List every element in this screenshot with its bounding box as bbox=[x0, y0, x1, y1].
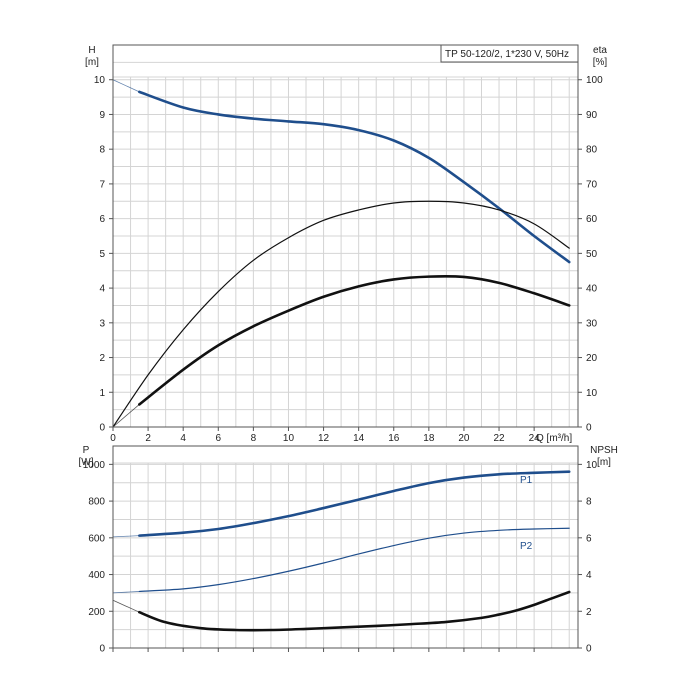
y-right-tick-label: 60 bbox=[586, 214, 598, 225]
head-efficiency-frame bbox=[112, 44, 579, 428]
y-right-tick-label: 0 bbox=[586, 423, 592, 434]
x-tick-label: 6 bbox=[216, 433, 222, 444]
title-box-border bbox=[440, 44, 579, 63]
y-left-tick-label: 8 bbox=[99, 145, 105, 156]
power-tick-label: 1000 bbox=[83, 460, 106, 471]
x-tick-label: 4 bbox=[180, 433, 186, 444]
efficiency-curve-thick bbox=[138, 274, 571, 406]
chart-title-box: TP 50-120/2, 1*230 V, 50Hz bbox=[440, 44, 579, 63]
power-tick-label: 600 bbox=[88, 533, 105, 544]
head-efficiency-axis-ticks: 0 2 4 6 8 10 12 14 16 18 20 22 240123456789100102030… bbox=[94, 75, 603, 444]
y-right-tick-label: 10 bbox=[586, 388, 598, 399]
npsh-tick-label: 2 bbox=[586, 607, 592, 618]
power-npsh-axis-ticks: 0 200 400 600 800 1000 0 2 4 6 8 10 bbox=[83, 460, 598, 655]
chart-title: TP 50-120/2, 1*230 V, 50Hz bbox=[445, 49, 569, 60]
x-tick-label: 14 bbox=[353, 433, 365, 444]
y-right-tick-label: 30 bbox=[586, 318, 598, 329]
power-npsh-series bbox=[112, 470, 571, 632]
y-right-tick-label: 90 bbox=[586, 110, 598, 121]
y-left-tick-label: 4 bbox=[99, 284, 105, 295]
y-left-tick-label: 2 bbox=[99, 353, 105, 364]
npsh-curve-extension bbox=[112, 599, 140, 613]
p1-series-label: P1 bbox=[520, 475, 533, 486]
head-curve bbox=[138, 90, 571, 264]
npsh-curve bbox=[138, 590, 571, 632]
y-right-tick-label: 20 bbox=[586, 353, 598, 364]
y-left-tick-label: 10 bbox=[94, 75, 106, 86]
y-left-tick-label: 5 bbox=[99, 249, 105, 260]
power-tick-label: 0 bbox=[99, 644, 105, 655]
head-curve-extension bbox=[112, 79, 140, 93]
npsh-tick-label: 8 bbox=[586, 497, 592, 508]
y-right-tick-label: 40 bbox=[586, 284, 598, 295]
npsh-tick-label: 6 bbox=[586, 533, 592, 544]
y-left-tick-label: 1 bbox=[99, 388, 105, 399]
head-efficiency-series bbox=[112, 79, 571, 428]
x-tick-label: 8 bbox=[251, 433, 257, 444]
npsh-tick-label: 0 bbox=[586, 644, 592, 655]
x-axis-label: Q [m³/h] bbox=[536, 433, 572, 444]
y-axis-right-unit: [%] bbox=[593, 57, 608, 68]
power-tick-label: 400 bbox=[88, 570, 105, 581]
power-npsh-grid bbox=[113, 462, 578, 648]
x-tick-label: 16 bbox=[388, 433, 400, 444]
efficiency-curve-thick-extension bbox=[112, 404, 140, 428]
power-axis-unit: [W] bbox=[79, 457, 94, 468]
x-tick-label: 22 bbox=[493, 433, 505, 444]
x-tick-label: 12 bbox=[318, 433, 330, 444]
y-left-tick-label: 0 bbox=[99, 423, 105, 434]
p2-series-label: P2 bbox=[520, 541, 533, 552]
x-tick-label: 0 bbox=[110, 433, 116, 444]
y-left-tick-label: 6 bbox=[99, 214, 105, 225]
power-tick-label: 800 bbox=[88, 497, 105, 508]
p2-curve-extension bbox=[112, 591, 140, 594]
power-tick-label: 200 bbox=[88, 607, 105, 618]
x-tick-label: 24 bbox=[529, 433, 541, 444]
p1-curve-extension bbox=[112, 535, 140, 538]
x-tick-label: 18 bbox=[423, 433, 435, 444]
npsh-tick-label: 4 bbox=[586, 570, 592, 581]
x-tick-label: 20 bbox=[458, 433, 470, 444]
x-tick-label: 10 bbox=[283, 433, 295, 444]
npsh-tick-label: 10 bbox=[586, 460, 598, 471]
y-right-tick-label: 50 bbox=[586, 249, 598, 260]
power-axis-label: P bbox=[83, 445, 90, 456]
efficiency-curve-thin bbox=[112, 200, 570, 428]
y-left-tick-label: 3 bbox=[99, 318, 105, 329]
npsh-axis-label: NPSH bbox=[590, 445, 618, 456]
power-npsh-frame bbox=[112, 445, 579, 649]
y-left-tick-label: 7 bbox=[99, 179, 105, 190]
y-axis-left-unit: [m] bbox=[85, 57, 99, 68]
y-axis-right-label: eta bbox=[593, 45, 607, 56]
y-right-tick-label: 80 bbox=[586, 145, 598, 156]
y-left-tick-label: 9 bbox=[99, 110, 105, 121]
npsh-axis-unit: [m] bbox=[597, 457, 611, 468]
y-axis-left-label: H bbox=[88, 45, 95, 56]
x-tick-label: 2 bbox=[145, 433, 151, 444]
head-efficiency-panel: 0 2 4 6 8 10 12 14 16 18 20 22 240123456789100102030… bbox=[85, 44, 608, 444]
y-right-tick-label: 100 bbox=[586, 75, 603, 86]
y-right-tick-label: 70 bbox=[586, 179, 598, 190]
p2-curve bbox=[138, 527, 570, 593]
p1-curve bbox=[138, 470, 571, 537]
head-efficiency-grid bbox=[113, 61, 578, 427]
